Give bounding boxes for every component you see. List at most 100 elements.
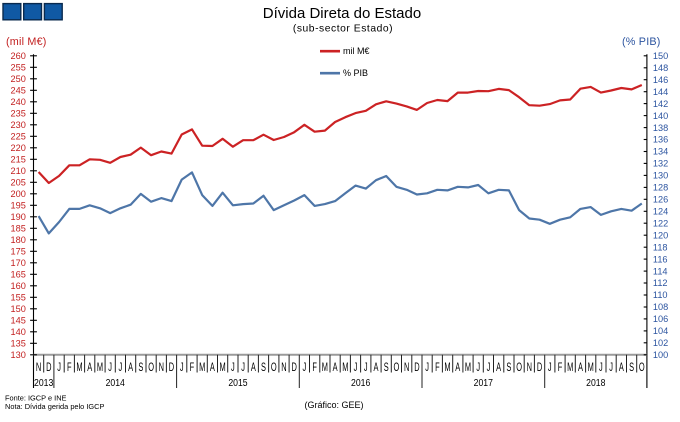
svg-text:O: O bbox=[148, 362, 154, 375]
svg-text:S: S bbox=[138, 362, 143, 375]
svg-text:F: F bbox=[190, 362, 195, 375]
svg-text:108: 108 bbox=[653, 302, 668, 312]
svg-text:D: D bbox=[292, 362, 297, 375]
svg-text:235: 235 bbox=[11, 109, 26, 119]
svg-text:O: O bbox=[394, 362, 400, 375]
svg-text:O: O bbox=[516, 362, 522, 375]
svg-text:2014: 2014 bbox=[106, 378, 125, 390]
svg-text:O: O bbox=[271, 362, 277, 375]
svg-text:142: 142 bbox=[653, 99, 668, 109]
svg-text:Fonte: IGCP e INE: Fonte: IGCP e INE bbox=[5, 394, 67, 403]
svg-text:175: 175 bbox=[11, 247, 26, 257]
svg-text:130: 130 bbox=[11, 350, 26, 360]
svg-text:S: S bbox=[629, 362, 634, 375]
svg-text:F: F bbox=[67, 362, 72, 375]
svg-text:155: 155 bbox=[11, 293, 26, 303]
svg-text:230: 230 bbox=[11, 120, 26, 130]
svg-text:180: 180 bbox=[11, 235, 26, 245]
svg-text:N: N bbox=[404, 362, 409, 375]
svg-text:205: 205 bbox=[11, 178, 26, 188]
svg-text:M: M bbox=[465, 362, 471, 375]
svg-text:(Gráfico: GEE): (Gráfico: GEE) bbox=[304, 400, 363, 410]
svg-text:J: J bbox=[180, 362, 184, 375]
svg-text:A: A bbox=[333, 362, 338, 375]
svg-text:260: 260 bbox=[11, 51, 26, 61]
svg-text:135: 135 bbox=[11, 339, 26, 349]
svg-text:118: 118 bbox=[653, 242, 668, 252]
svg-text:M: M bbox=[588, 362, 594, 375]
svg-text:A: A bbox=[455, 362, 460, 375]
svg-text:165: 165 bbox=[11, 270, 26, 280]
svg-text:A: A bbox=[87, 362, 92, 375]
svg-text:J: J bbox=[57, 362, 61, 375]
svg-text:Dívida Direta do Estado: Dívida Direta do Estado bbox=[263, 5, 421, 22]
svg-text:J: J bbox=[231, 362, 235, 375]
svg-text:2016: 2016 bbox=[351, 378, 370, 390]
svg-text:J: J bbox=[108, 362, 112, 375]
svg-text:M: M bbox=[97, 362, 103, 375]
svg-text:M: M bbox=[567, 362, 573, 375]
svg-text:170: 170 bbox=[11, 258, 26, 268]
svg-text:144: 144 bbox=[653, 87, 668, 97]
svg-text:148: 148 bbox=[653, 63, 668, 73]
svg-text:D: D bbox=[537, 362, 542, 375]
svg-text:110: 110 bbox=[653, 290, 668, 300]
svg-text:100: 100 bbox=[653, 350, 668, 360]
svg-text:255: 255 bbox=[11, 63, 26, 73]
svg-text:185: 185 bbox=[11, 224, 26, 234]
svg-text:(% PIB): (% PIB) bbox=[622, 36, 661, 48]
svg-text:A: A bbox=[578, 362, 583, 375]
svg-text:195: 195 bbox=[11, 201, 26, 211]
svg-text:150: 150 bbox=[653, 51, 668, 61]
svg-text:mil M€: mil M€ bbox=[343, 46, 370, 56]
svg-text:150: 150 bbox=[11, 304, 26, 314]
svg-text:200: 200 bbox=[11, 189, 26, 199]
svg-text:S: S bbox=[384, 362, 389, 375]
svg-text:2017: 2017 bbox=[474, 378, 493, 390]
svg-text:134: 134 bbox=[653, 147, 668, 157]
svg-text:120: 120 bbox=[653, 230, 668, 240]
svg-text:M: M bbox=[199, 362, 205, 375]
svg-text:D: D bbox=[169, 362, 174, 375]
svg-text:Nota: Dívida gerida pelo IGCP: Nota: Dívida gerida pelo IGCP bbox=[5, 402, 104, 411]
svg-text:138: 138 bbox=[653, 123, 668, 133]
svg-text:(sub-sector Estado): (sub-sector Estado) bbox=[293, 24, 393, 35]
svg-text:A: A bbox=[619, 362, 624, 375]
svg-text:J: J bbox=[548, 362, 552, 375]
svg-text:S: S bbox=[261, 362, 266, 375]
svg-text:J: J bbox=[487, 362, 491, 375]
svg-text:250: 250 bbox=[11, 74, 26, 84]
svg-text:J: J bbox=[609, 362, 613, 375]
svg-text:A: A bbox=[251, 362, 256, 375]
svg-text:210: 210 bbox=[11, 166, 26, 176]
svg-text:2013: 2013 bbox=[34, 378, 53, 390]
svg-text:M: M bbox=[220, 362, 226, 375]
svg-text:M: M bbox=[322, 362, 328, 375]
svg-text:190: 190 bbox=[11, 212, 26, 222]
svg-text:130: 130 bbox=[653, 171, 668, 181]
svg-text:F: F bbox=[435, 362, 440, 375]
svg-text:S: S bbox=[506, 362, 511, 375]
svg-text:126: 126 bbox=[653, 195, 668, 205]
svg-text:J: J bbox=[599, 362, 603, 375]
svg-text:J: J bbox=[354, 362, 358, 375]
svg-text:D: D bbox=[46, 362, 51, 375]
svg-text:124: 124 bbox=[653, 207, 668, 217]
svg-text:N: N bbox=[281, 362, 286, 375]
svg-text:J: J bbox=[241, 362, 245, 375]
svg-text:114: 114 bbox=[653, 266, 668, 276]
svg-text:M: M bbox=[76, 362, 82, 375]
svg-text:(mil M€): (mil M€) bbox=[6, 36, 47, 48]
svg-text:225: 225 bbox=[11, 132, 26, 142]
svg-text:J: J bbox=[476, 362, 480, 375]
svg-text:N: N bbox=[159, 362, 164, 375]
svg-text:J: J bbox=[364, 362, 368, 375]
svg-text:136: 136 bbox=[653, 135, 668, 145]
svg-text:160: 160 bbox=[11, 281, 26, 291]
svg-text:M: M bbox=[342, 362, 348, 375]
svg-text:245: 245 bbox=[11, 86, 26, 96]
svg-text:A: A bbox=[128, 362, 133, 375]
svg-text:122: 122 bbox=[653, 218, 668, 228]
svg-text:% PIB: % PIB bbox=[343, 68, 368, 78]
svg-text:106: 106 bbox=[653, 314, 668, 324]
